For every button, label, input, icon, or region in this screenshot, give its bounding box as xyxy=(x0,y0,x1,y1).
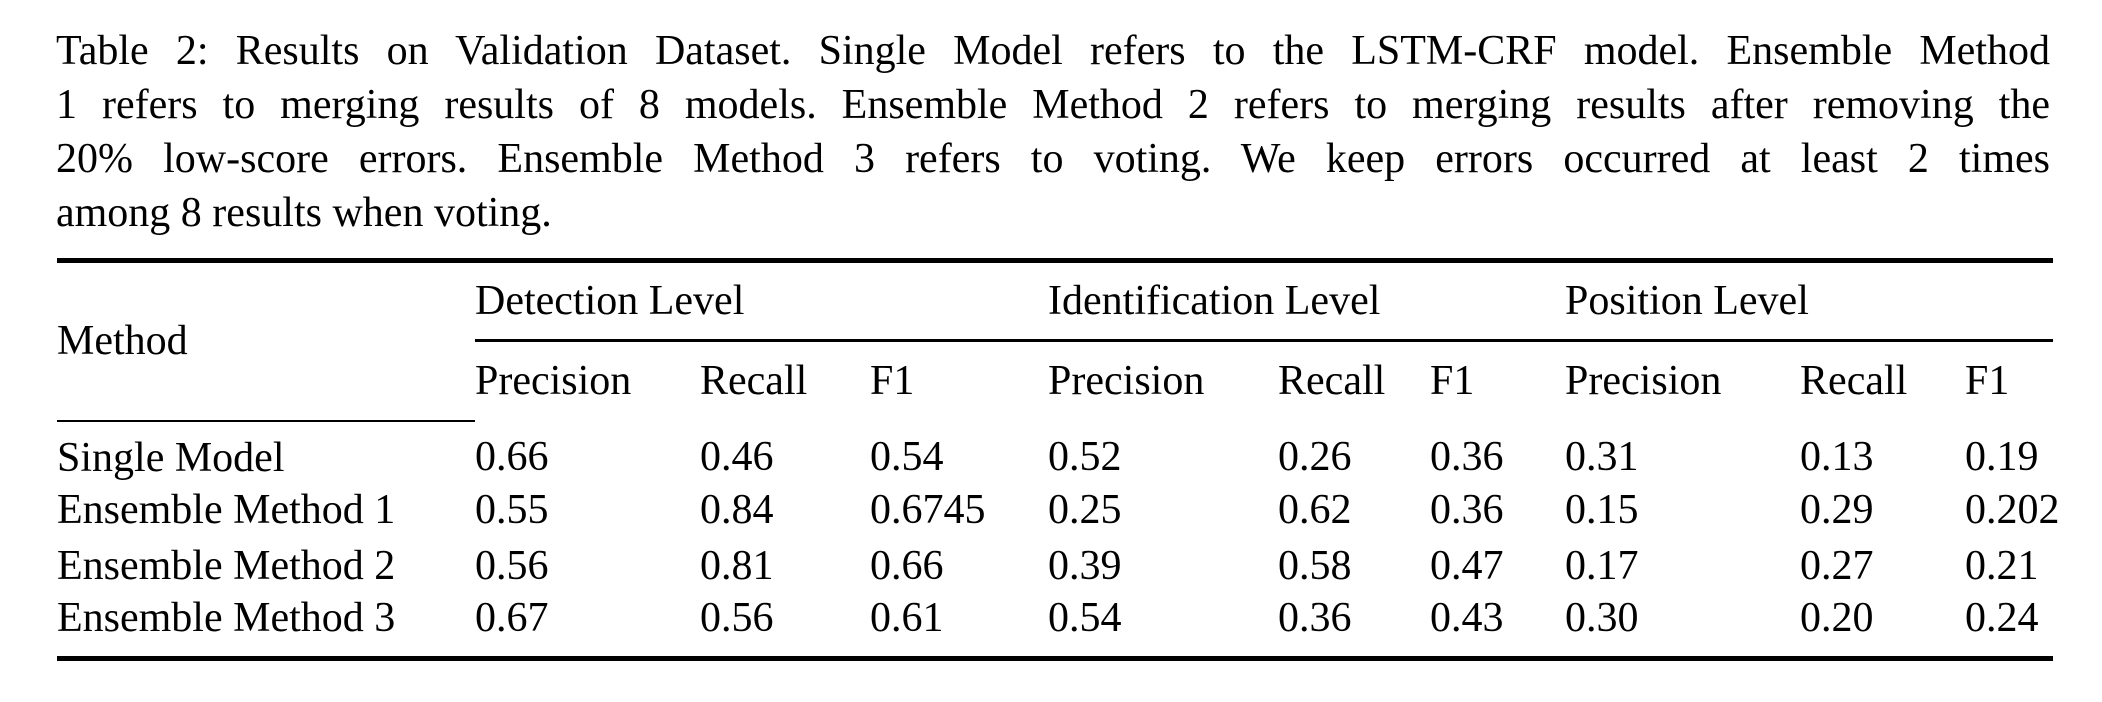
value-cell: 0.81 xyxy=(700,542,774,589)
caption-line: 1 refers to merging results of 8 models.… xyxy=(56,82,2050,128)
method-cell: Single Model xyxy=(57,434,285,481)
method-column-header: Method xyxy=(57,260,475,422)
value-cell: 0.30 xyxy=(1565,594,1639,641)
subheader-identification-f1: F1 xyxy=(1430,358,1475,405)
value-cell: 0.36 xyxy=(1278,594,1352,641)
value-cell: 0.6745 xyxy=(870,486,986,533)
subheader-detection-precision: Precision xyxy=(475,358,632,405)
value-cell: 0.47 xyxy=(1430,542,1504,589)
value-cell: 0.61 xyxy=(870,594,944,641)
value-cell: 0.36 xyxy=(1430,486,1504,533)
results-table: Method Detection Level Identification Le… xyxy=(57,258,2060,661)
subheader-detection-recall: Recall xyxy=(700,358,808,405)
subheader-detection-f1: F1 xyxy=(870,358,915,405)
value-cell: 0.56 xyxy=(475,542,549,589)
method-cell: Ensemble Method 3 xyxy=(57,594,396,641)
value-cell: 0.46 xyxy=(700,434,774,480)
subheader-identification-precision: Precision xyxy=(1048,358,1205,405)
value-cell: 0.24 xyxy=(1965,594,2039,641)
value-cell: 0.13 xyxy=(1800,434,1874,480)
value-cell: 0.54 xyxy=(1048,594,1122,641)
table-row-ensemble-method-1: Ensemble Method 1 0.55 0.84 0.6745 0.25 … xyxy=(57,482,2060,538)
value-cell: 0.39 xyxy=(1048,542,1122,589)
value-cell: 0.54 xyxy=(870,434,944,480)
value-cell: 0.66 xyxy=(475,434,549,480)
method-cell: Ensemble Method 1 xyxy=(57,486,396,533)
caption-line: Table 2: Results on Validation Dataset. … xyxy=(56,28,2050,74)
table-row-ensemble-method-3: Ensemble Method 3 0.67 0.56 0.61 0.54 0.… xyxy=(57,594,2053,659)
value-cell: 0.55 xyxy=(475,486,549,533)
value-cell: 0.84 xyxy=(700,486,774,533)
table-caption: Table 2: Results on Validation Dataset. … xyxy=(56,24,2050,240)
value-cell: 0.62 xyxy=(1278,486,1352,533)
value-cell: 0.67 xyxy=(475,594,549,641)
method-cell: Ensemble Method 2 xyxy=(57,542,396,589)
sub-header-row: Precision Recall F1 Precision Recall F1 … xyxy=(57,341,2053,421)
value-cell: 0.58 xyxy=(1278,542,1352,589)
value-cell: 0.66 xyxy=(870,542,944,589)
value-cell: 0.17 xyxy=(1565,542,1639,589)
subheader-position-f1: F1 xyxy=(1965,358,2010,405)
value-cell: 0.31 xyxy=(1565,434,1639,480)
value-cell: 0.29 xyxy=(1800,486,1874,533)
value-cell: 0.36 xyxy=(1430,434,1504,480)
subheader-position-precision: Precision xyxy=(1565,358,1722,405)
caption-line: among 8 results when voting. xyxy=(56,190,552,236)
value-cell: 0.56 xyxy=(700,594,774,641)
value-cell: 0.19 xyxy=(1965,434,2039,480)
value-cell: 0.25 xyxy=(1048,486,1122,533)
group-header-identification-level: Identification Level xyxy=(1048,260,1566,342)
subheader-identification-recall: Recall xyxy=(1278,358,1386,405)
group-header-row: Method Detection Level Identification Le… xyxy=(57,260,2054,422)
caption-line: 20% low-score errors. Ensemble Method 3 … xyxy=(56,136,2050,182)
value-cell: 0.26 xyxy=(1278,434,1352,480)
value-cell: 0.202 xyxy=(1965,486,2060,533)
value-cell: 0.15 xyxy=(1565,486,1639,533)
value-cell: 0.52 xyxy=(1048,434,1122,480)
group-header-detection-level: Detection Level xyxy=(475,260,1049,342)
value-cell: 0.21 xyxy=(1965,542,2039,589)
value-cell: 0.43 xyxy=(1430,594,1504,641)
value-cell: 0.27 xyxy=(1800,542,1874,589)
value-cell: 0.20 xyxy=(1800,594,1874,641)
table-row-single-model: Single Model 0.66 0.46 0.54 0.52 0.26 0.… xyxy=(57,421,2053,482)
subheader-position-recall: Recall xyxy=(1800,358,1908,405)
table-row-ensemble-method-2: Ensemble Method 2 0.56 0.81 0.66 0.39 0.… xyxy=(57,538,2053,594)
group-header-position-level: Position Level xyxy=(1565,260,2054,342)
